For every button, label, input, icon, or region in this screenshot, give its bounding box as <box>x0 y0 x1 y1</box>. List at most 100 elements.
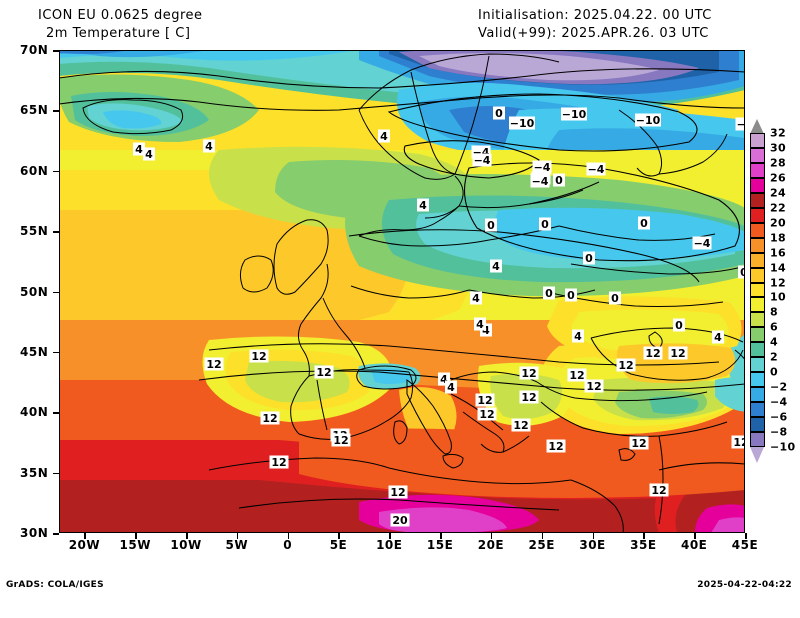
contour-label: 12 <box>670 347 685 360</box>
contour-label-layer: 44440−10−10−10−4−4−4−4−4−4−4−40−40040004… <box>133 106 745 527</box>
contour-label: 0 <box>585 252 593 265</box>
colorbar-band <box>750 237 765 253</box>
colorbar-tick-label: 30 <box>770 141 786 155</box>
colorbar-band <box>750 387 765 403</box>
colorbar-band <box>750 147 765 163</box>
contour-label-box <box>731 435 745 449</box>
contour-label-box <box>643 346 663 360</box>
colorbar-band <box>750 207 765 223</box>
contour-label-box <box>143 147 155 161</box>
colorbar-band <box>750 327 765 343</box>
x-axis-tick-label: 10E <box>376 538 403 552</box>
y-axis-tick-label: 30N <box>20 526 49 540</box>
contour-label: 12 <box>521 391 536 404</box>
x-axis-tick-mark <box>84 533 86 539</box>
x-axis-tick-label: 15W <box>119 538 151 552</box>
colorbar-tick-label: −2 <box>770 380 788 394</box>
colorbar-tick-label: 6 <box>770 320 778 334</box>
contour-label: −10 <box>510 117 535 130</box>
y-axis-tick-label: 45N <box>20 344 49 359</box>
x-axis-tick-label: 25E <box>528 538 555 552</box>
y-axis-tick-mark <box>53 533 59 535</box>
contour-label-box <box>692 236 712 250</box>
x-axis-tick-label: 15E <box>426 538 454 552</box>
colorbar-band <box>750 297 765 313</box>
y-axis-tick-label: 35N <box>20 465 49 480</box>
contour-label-box <box>511 418 531 432</box>
colorbar-tick-label: 12 <box>770 276 786 290</box>
contour-label: 12 <box>569 369 584 382</box>
contour-label-box <box>472 153 492 167</box>
contour-label-box <box>539 217 551 231</box>
y-axis-tick-label: 65N <box>20 103 49 118</box>
contour-label-box <box>493 106 505 120</box>
source-credit: GrADS: COLA/IGES <box>6 580 104 590</box>
contour-label-box <box>477 407 497 421</box>
contour-label-box <box>553 173 565 187</box>
contour-label-box <box>260 411 280 425</box>
contour-label: −4 <box>737 118 745 131</box>
contour-label-box <box>572 329 584 343</box>
contour-label: 4 <box>482 324 490 337</box>
x-axis-tick-label: 45E <box>731 538 759 552</box>
contour-label: 0 <box>675 319 683 332</box>
colorbar-band <box>750 267 765 283</box>
colorbar-band <box>750 177 765 193</box>
x-axis-tick-mark <box>389 533 391 539</box>
colorbar-tick-label: 20 <box>770 216 786 230</box>
contour-label-box <box>584 379 604 393</box>
contour-label: 12 <box>631 437 646 450</box>
colorbar-band <box>750 432 765 447</box>
contour-label: 12 <box>333 434 348 447</box>
contour-label: 12 <box>513 419 528 432</box>
contour-label-box <box>583 251 595 265</box>
colorbar-tick-label: 32 <box>770 126 786 140</box>
colorbar-band <box>750 252 765 268</box>
render-timestamp: 2025-04-22-04:22 <box>697 580 792 590</box>
contour-label: 4 <box>380 130 388 143</box>
contour-label-box <box>490 259 502 273</box>
contour-label-box <box>532 160 552 174</box>
contour-label-box <box>738 265 745 279</box>
y-axis-tick-mark <box>53 291 59 293</box>
contour-label: 12 <box>733 436 745 449</box>
contour-label-box <box>638 216 650 230</box>
contour-label-box <box>735 117 745 131</box>
contour-label: 4 <box>419 199 427 212</box>
colorbar-tick-label: 2 <box>770 350 778 364</box>
contour-label-box <box>567 368 587 382</box>
contour-label-box <box>203 139 215 153</box>
contour-label: −4 <box>474 154 491 167</box>
colorbar-tick-label: 8 <box>770 305 778 319</box>
title-line-1: ICON EU 0.0625 degree <box>38 8 203 23</box>
contour-label-box <box>635 113 661 127</box>
x-axis-tick-label: 0 <box>283 538 293 552</box>
contour-label-box <box>649 483 669 497</box>
contour-label: 12 <box>271 456 286 469</box>
contour-label: 0 <box>567 289 575 302</box>
contour-label-box <box>519 390 539 404</box>
x-axis-tick-label: 10W <box>170 538 202 552</box>
y-axis-tick-label: 40N <box>20 405 49 420</box>
x-axis-tick-mark <box>745 533 747 539</box>
contour-label: 12 <box>548 440 563 453</box>
x-axis-tick-mark <box>186 533 188 539</box>
x-axis-tick-label: 5W <box>225 538 249 552</box>
colorbar-tick-label: 22 <box>770 201 786 215</box>
contour-label: −4 <box>534 161 551 174</box>
contour-label: 4 <box>205 140 213 153</box>
colorbar-band <box>750 222 765 238</box>
contour-label: 12 <box>262 412 277 425</box>
colorbar-tick-label: 24 <box>770 186 786 200</box>
x-axis-tick-mark <box>135 533 137 539</box>
contour-label: 4 <box>447 381 455 394</box>
map-canvas: 44440−10−10−10−4−4−4−4−4−4−4−40−40040004… <box>59 50 745 533</box>
colorbar-tick-label: 14 <box>770 261 786 275</box>
contour-label: 12 <box>316 366 331 379</box>
title-line-2: 2m Temperature [ C] <box>46 26 191 41</box>
x-axis-tick-label: 40E <box>680 538 708 552</box>
contour-label: −10 <box>636 114 661 127</box>
contour-label: −4 <box>588 163 605 176</box>
colorbar-tick-label: 0 <box>770 365 778 379</box>
contour-label: 0 <box>541 218 549 231</box>
